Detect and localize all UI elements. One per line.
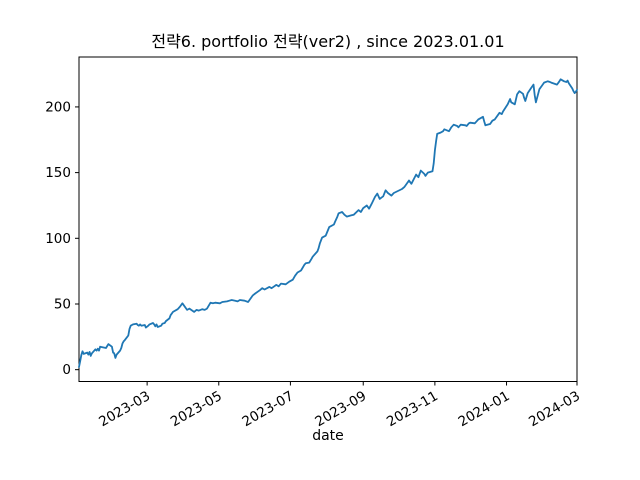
x-axis-ticks: 2023-03 2023-05 2023-07 2023-09 2023-11 2024-…: [96, 381, 583, 430]
y-axis-ticks: 0 50 100 150 200: [45, 99, 79, 378]
x-tick-label: 2024-01: [456, 388, 513, 430]
y-tick-label: 50: [54, 296, 71, 312]
series-line-portfolio-cumulative-return: [78, 78, 578, 368]
x-tick-label: 2023-03: [96, 388, 153, 430]
x-tick-label: 2023-09: [312, 388, 369, 430]
x-tick-label: 2023-11: [384, 388, 441, 430]
x-tick-label: 2023-07: [240, 388, 297, 430]
chart-title: 전략6. portfolio 전략(ver2) , since 2023.01.…: [151, 32, 504, 51]
y-tick-label: 0: [62, 362, 71, 378]
x-tick-label: 2023-05: [168, 388, 225, 430]
y-tick-label: 200: [45, 99, 71, 115]
x-axis-label: date: [312, 428, 344, 444]
y-tick-label: 100: [45, 231, 71, 247]
data-series-group: [78, 78, 578, 368]
y-tick-label: 150: [45, 165, 71, 181]
x-tick-label: 2024-03: [526, 388, 583, 430]
plot-area-border: [78, 56, 578, 382]
